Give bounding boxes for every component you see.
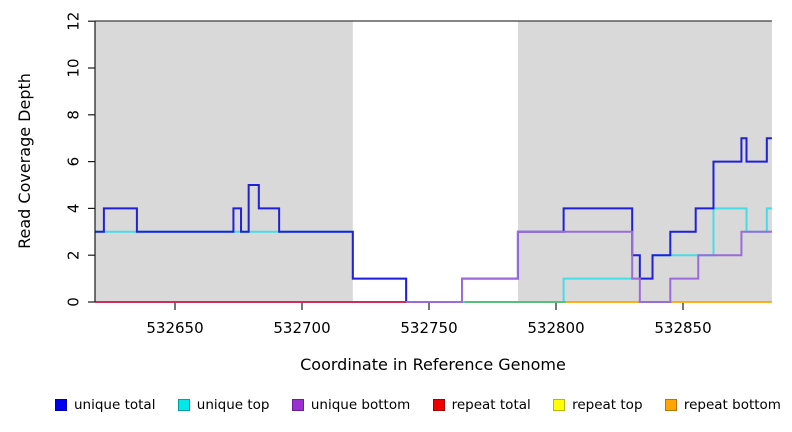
legend-label: repeat bottom [683, 397, 781, 413]
x-tick-label: 532700 [273, 319, 330, 337]
x-axis-title: Coordinate in Reference Genome [300, 355, 566, 374]
repeat-top-swatch-icon [553, 399, 566, 411]
legend-label: unique bottom [310, 397, 411, 413]
series-unique-bottom [95, 230, 772, 303]
y-tick-label: 12 [65, 12, 83, 31]
series-lines [95, 137, 772, 303]
legend-item-repeat-bottom: repeat bottom [664, 397, 781, 413]
y-tick-label: 0 [65, 297, 83, 307]
legend-label: unique top [196, 397, 270, 413]
legend-label: repeat top [572, 397, 643, 413]
legend-label: unique total [74, 397, 156, 413]
legend-item-unique-bottom: unique bottom [291, 397, 411, 413]
chart-legend: unique total unique top unique bottom re… [55, 397, 781, 413]
y-axis-title: Read Coverage Depth [15, 73, 34, 249]
y-tick-label: 10 [65, 58, 83, 77]
y-tick-label: 6 [65, 157, 83, 167]
legend-item-repeat-top: repeat top [553, 397, 643, 413]
unique-top-swatch-icon [177, 399, 190, 411]
legend-item-unique-total: unique total [55, 397, 155, 413]
legend-item-repeat-total: repeat total [432, 397, 531, 413]
y-tick-label: 2 [65, 250, 83, 260]
y-tick-label: 8 [65, 110, 83, 120]
panel-shading [95, 20, 772, 302]
unique-bottom-swatch-icon [291, 399, 304, 411]
shaded-region [95, 21, 353, 302]
unique-total-swatch-icon [55, 399, 67, 411]
axes: 0 2 4 6 8 10 12 532650 532700 532750 532800 532850 [65, 12, 712, 337]
repeat-bottom-swatch-icon [664, 399, 677, 411]
legend-item-unique-top: unique top [177, 397, 270, 413]
legend-label: repeat total [451, 397, 531, 413]
x-tick-label: 532800 [527, 319, 584, 337]
repeat-total-swatch-icon [432, 399, 445, 411]
x-tick-label: 532750 [400, 319, 457, 337]
x-tick-label: 532650 [146, 319, 203, 337]
y-tick-label: 4 [65, 204, 83, 214]
x-tick-label: 532850 [654, 319, 711, 337]
